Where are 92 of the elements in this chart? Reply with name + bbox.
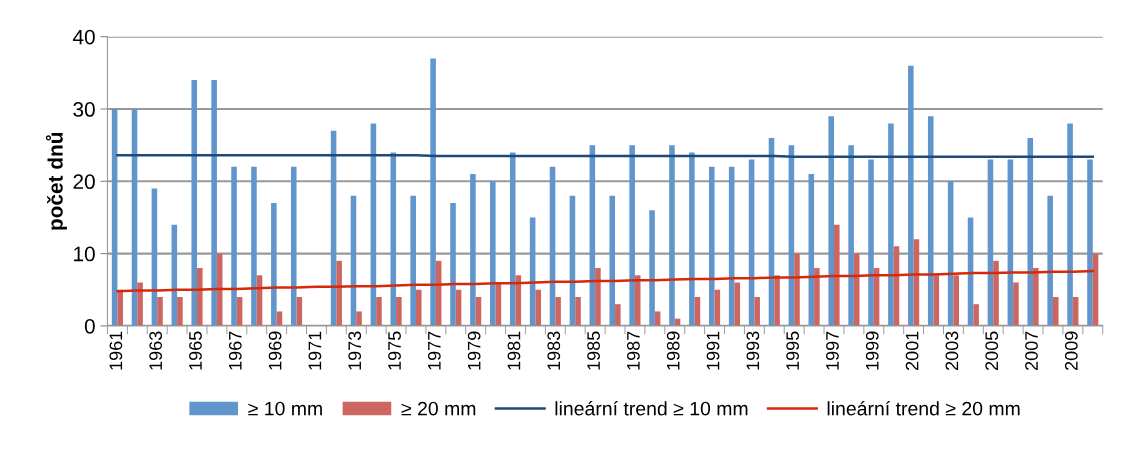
bar xyxy=(708,166,715,326)
x-tick-label: 1989 xyxy=(666,331,680,370)
bar xyxy=(973,304,979,326)
bar xyxy=(356,311,362,326)
x-tick-label: 1967 xyxy=(228,331,242,370)
bar xyxy=(211,80,217,326)
line-series xyxy=(116,269,1095,293)
bar xyxy=(157,296,163,326)
bar xyxy=(868,159,874,326)
x-tick-label: 1987 xyxy=(627,331,640,370)
bar xyxy=(609,195,616,326)
bar xyxy=(376,296,382,326)
bar xyxy=(794,253,800,326)
x-tick-label: 1993 xyxy=(746,331,760,370)
x-tick-label: 2005 xyxy=(985,331,999,371)
bar xyxy=(953,275,960,326)
bar xyxy=(251,166,257,326)
bar xyxy=(1067,123,1073,326)
bar xyxy=(415,289,422,326)
bar xyxy=(117,289,123,326)
bar xyxy=(555,296,561,326)
bar xyxy=(490,181,496,326)
bar xyxy=(271,202,277,326)
bar xyxy=(509,152,516,326)
bar xyxy=(927,116,934,326)
bar xyxy=(1027,137,1034,326)
bar xyxy=(197,268,203,326)
legend-label: ≥ 20 mm xyxy=(401,401,476,416)
x-tick-label: 1999 xyxy=(865,331,879,370)
y-tick-label: 0 xyxy=(84,318,95,334)
x-tick-label: 1969 xyxy=(268,331,282,370)
bar xyxy=(1052,296,1059,326)
bar xyxy=(908,65,914,326)
y-tick-label: 30 xyxy=(73,102,95,117)
bar xyxy=(575,296,581,326)
y-axis-title: počet dnů xyxy=(45,132,67,230)
bar xyxy=(1013,282,1019,326)
x-tick-label: 1983 xyxy=(547,331,561,370)
x-tick-label: 1963 xyxy=(149,331,163,370)
x-tick-label: 1981 xyxy=(507,331,521,370)
x-tick-label: 1975 xyxy=(388,331,401,370)
x-tick-label: 1961 xyxy=(109,331,123,370)
x-tick-label: 1985 xyxy=(587,331,600,370)
bar xyxy=(993,260,999,326)
bar xyxy=(290,166,297,326)
x-tick-label: 1979 xyxy=(467,331,481,370)
x-tick-label: 1977 xyxy=(427,331,441,370)
bar xyxy=(669,145,675,326)
bar xyxy=(848,145,854,326)
bar xyxy=(828,116,834,326)
bar xyxy=(814,268,820,326)
bar xyxy=(1033,268,1039,326)
bar xyxy=(1087,159,1093,326)
x-tick-label: 2001 xyxy=(905,331,919,371)
bar xyxy=(634,275,641,326)
bar xyxy=(336,260,342,326)
bar xyxy=(177,296,183,326)
bar xyxy=(430,58,436,326)
bar xyxy=(888,123,894,326)
x-tick-label: 1971 xyxy=(308,331,322,370)
bar xyxy=(595,268,601,326)
bar xyxy=(689,152,695,326)
bar xyxy=(615,304,621,326)
bar xyxy=(535,289,541,326)
bar xyxy=(629,145,635,326)
y-tick-label: 20 xyxy=(73,174,95,190)
legend-label: lineární trend ≥ 10 mm xyxy=(555,401,748,416)
x-tick-label: 2003 xyxy=(945,331,959,371)
x-tick-label: 2009 xyxy=(1064,331,1078,371)
bar xyxy=(1047,195,1053,326)
x-tick-label: 1991 xyxy=(706,331,720,370)
bar xyxy=(774,275,780,326)
bar xyxy=(396,296,402,326)
legend-label: ≥ 10 mm xyxy=(248,401,322,416)
bar xyxy=(137,282,143,326)
x-tick-label: 1997 xyxy=(826,331,839,370)
x-tick-label: 1965 xyxy=(189,331,202,370)
bar xyxy=(410,195,416,326)
bar xyxy=(231,166,237,326)
x-tick-label: 1995 xyxy=(786,331,800,370)
bar xyxy=(834,224,840,326)
bar xyxy=(734,282,741,326)
bar xyxy=(470,174,476,326)
bar xyxy=(754,296,760,326)
bar xyxy=(450,202,456,326)
x-tick-label: 2007 xyxy=(1025,331,1038,371)
bar xyxy=(191,80,198,326)
x-tick-label: 1973 xyxy=(348,331,362,370)
y-tick-label: 40 xyxy=(72,29,95,45)
bar xyxy=(649,210,655,326)
legend-label: lineární trend ≥ 20 mm xyxy=(827,401,1020,416)
y-tick-label: 10 xyxy=(74,246,95,262)
